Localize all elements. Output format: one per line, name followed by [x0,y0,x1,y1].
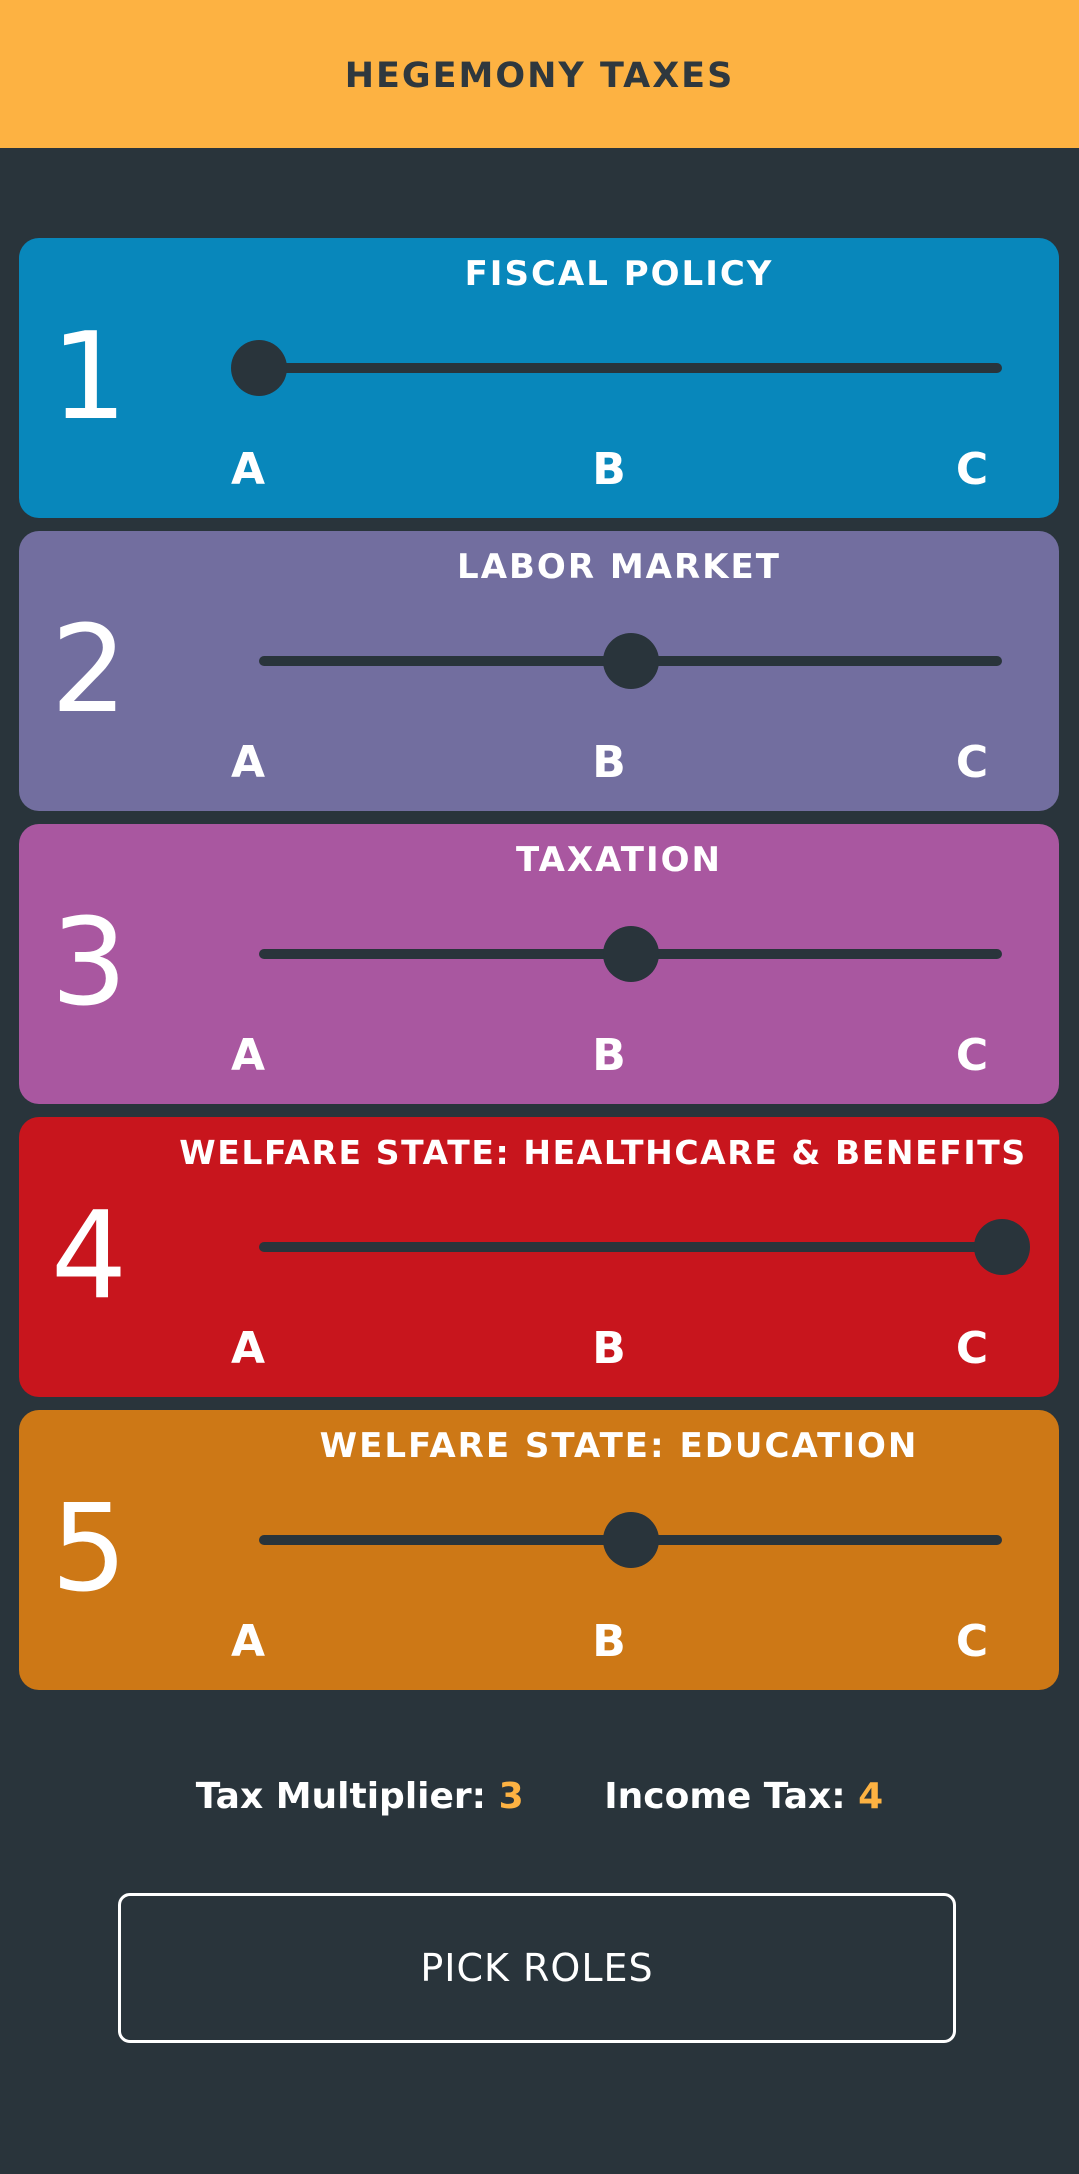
policy-card-taxation: 3 TAXATION A B C [19,824,1059,1104]
policy-slider-welfare-healthcare[interactable] [239,1219,1030,1275]
option-label-c: C [955,1323,989,1374]
policy-title: WELFARE STATE: EDUCATION [319,1426,919,1466]
slider-thumb[interactable] [231,340,287,396]
option-label-c: C [955,1616,989,1667]
policy-slider-welfare-education[interactable] [239,1512,1002,1568]
slider-track[interactable] [259,1242,1002,1252]
option-label-b: B [592,1323,626,1374]
tax-multiplier-value: 3 [498,1776,524,1817]
policy-title: TAXATION [516,840,722,880]
page-title: HEGEMONY TAXES [344,56,735,96]
option-label-b: B [592,1030,626,1081]
policy-card-labor-market: 2 LABOR MARKET A B C [19,531,1059,811]
policy-slider-labor-market[interactable] [239,633,1002,689]
option-label-c: C [955,1030,989,1081]
policy-title: WELFARE STATE: HEALTHCARE & BENEFITS [179,1133,1027,1172]
policy-number: 4 [50,1187,128,1326]
policy-card-welfare-healthcare: 4 WELFARE STATE: HEALTHCARE & BENEFITS A… [19,1117,1059,1397]
slider-thumb[interactable] [974,1219,1030,1275]
policy-slider-fiscal-policy[interactable] [231,340,1002,396]
slider-thumb[interactable] [602,1512,659,1568]
tax-multiplier-stat: Tax Multiplier: 3 [196,1776,524,1817]
policy-number: 1 [50,308,128,447]
option-label-a: A [230,1030,266,1081]
slider-track[interactable] [259,363,1002,373]
option-label-b: B [592,444,626,495]
app-header: HEGEMONY TAXES [0,0,1079,148]
option-label-a: A [230,444,266,495]
option-label-b: B [592,1616,626,1667]
option-label-c: C [955,737,989,788]
policy-number: 3 [50,894,128,1033]
income-tax-stat: Income Tax: 4 [604,1776,883,1817]
policy-card-welfare-education: 5 WELFARE STATE: EDUCATION A B C [19,1410,1059,1690]
option-label-a: A [230,1616,266,1667]
policy-number: 2 [50,601,128,740]
slider-thumb[interactable] [602,633,659,689]
tax-summary: Tax Multiplier: 3 Income Tax: 4 [0,1776,1079,1817]
policy-card-fiscal-policy: 1 FISCAL POLICY A B C [19,238,1059,518]
policy-number: 5 [50,1480,128,1619]
slider-thumb[interactable] [602,926,659,982]
option-label-a: A [230,1323,266,1374]
income-tax-value: 4 [858,1776,884,1817]
tax-multiplier-label: Tax Multiplier: [195,1776,487,1817]
policy-title: FISCAL POLICY [464,254,774,294]
policy-title: LABOR MARKET [457,547,781,587]
pick-roles-button[interactable]: PICK ROLES [118,1893,956,2043]
income-tax-label: Income Tax: [604,1776,846,1817]
policy-slider-taxation[interactable] [239,926,1002,982]
option-label-a: A [230,737,266,788]
option-label-b: B [592,737,626,788]
option-label-c: C [955,444,989,495]
